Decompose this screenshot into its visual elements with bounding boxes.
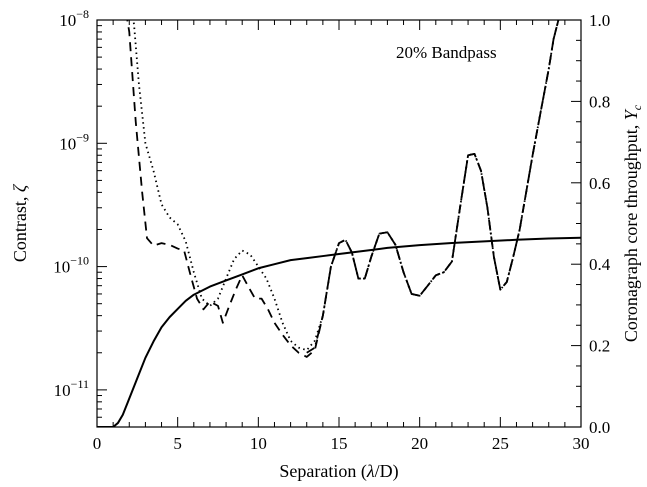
x-tick-label: 5 [173, 434, 182, 453]
text-layer: 20% Bandpass Separation (λ/D) Contrast, … [10, 43, 644, 482]
x-tick-label: 25 [492, 434, 509, 453]
x-axis-title: Separation (λ/D) [279, 461, 398, 482]
series-line-dash-dot [306, 20, 560, 354]
plot-frame [96, 19, 582, 428]
x-tick-label: 30 [573, 434, 590, 453]
x-tick-label: 15 [331, 434, 348, 453]
y-left-tick-label: 10−10 [53, 254, 89, 277]
series-layer [97, 20, 581, 427]
series-line-dotted [132, 20, 560, 352]
y-left-tick-label: 10−9 [59, 130, 89, 153]
y-right-tick-label: 1.0 [589, 11, 610, 30]
x-tick-label: 0 [93, 434, 102, 453]
x-tick-label: 10 [250, 434, 267, 453]
y-right-tick-label: 0.4 [589, 255, 611, 274]
x-tick-label: 20 [411, 434, 428, 453]
y-right-tick-label: 0.8 [589, 92, 610, 111]
y-right-tick-label: 0.2 [589, 337, 610, 356]
left-y-axis-title: Contrast, ζ [10, 183, 30, 262]
bandpass-annotation: 20% Bandpass [396, 43, 497, 62]
y-left-tick-label: 10−11 [54, 377, 89, 400]
y-right-tick-label: 0.0 [589, 418, 610, 437]
y-left-tick-label: 10−8 [59, 7, 89, 30]
y-right-tick-label: 0.6 [589, 174, 610, 193]
right-y-axis-title: Coronagraph core throughput, Υc [621, 104, 644, 342]
series-line-solid [97, 236, 581, 427]
axes: 0 5 10 15 20 25 30 10−11 10−10 10−9 10−8 0.0 0.2 0.4 0… [53, 7, 611, 453]
